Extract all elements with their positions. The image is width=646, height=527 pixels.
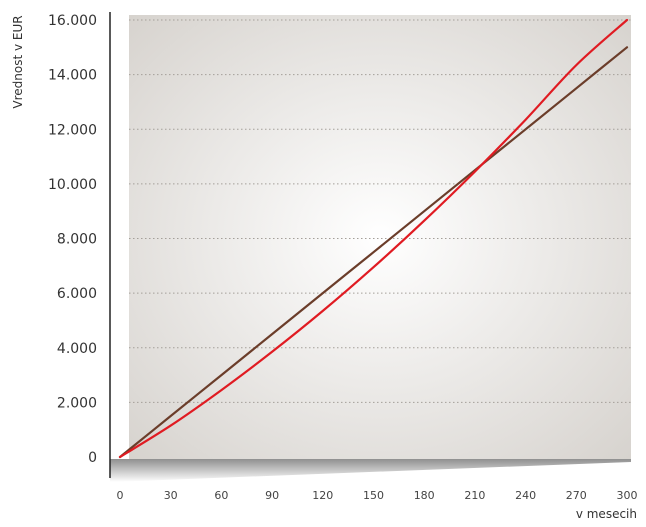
x-tick-label: 30 (164, 489, 178, 502)
y-tick-label: 14.000 (48, 68, 97, 84)
x-tick-label: 0 (117, 489, 124, 502)
x-tick-labels: 0 30 60 90 120 150 180 210 240 270 300 (117, 489, 638, 502)
y-tick-label: 10.000 (48, 177, 97, 193)
x-tick-label: 150 (363, 489, 384, 502)
y-tick-label: 0 (88, 450, 97, 466)
y-tick-label: 2.000 (57, 395, 97, 411)
x-tick-label: 240 (515, 489, 536, 502)
x-tick-label: 90 (265, 489, 279, 502)
plot-background (129, 15, 631, 459)
x-tick-label: 60 (214, 489, 228, 502)
x-tick-label: 180 (414, 489, 435, 502)
y-tick-label: 16.000 (48, 13, 97, 29)
x-axis-label: v mesecih (576, 507, 637, 521)
series-line-1 (118, 46, 629, 459)
y-tick-label: 8.000 (57, 232, 97, 248)
y-axis-label: Vrednost v EUR (11, 15, 25, 108)
x-tick-label: 120 (312, 489, 333, 502)
y-tick-label: 6.000 (57, 286, 97, 302)
y-tick-label: 4.000 (57, 341, 97, 357)
y-tick-labels: 0 2.000 4.000 6.000 8.000 10.000 12.000 14.000 1… (48, 13, 97, 466)
x-tick-label: 300 (617, 489, 638, 502)
series-line-2 (118, 18, 629, 459)
x-tick-label: 210 (464, 489, 485, 502)
series-layer (118, 18, 629, 459)
plot-shadow (110, 459, 631, 482)
x-tick-label: 270 (566, 489, 587, 502)
y-tick-label: 12.000 (48, 122, 97, 138)
